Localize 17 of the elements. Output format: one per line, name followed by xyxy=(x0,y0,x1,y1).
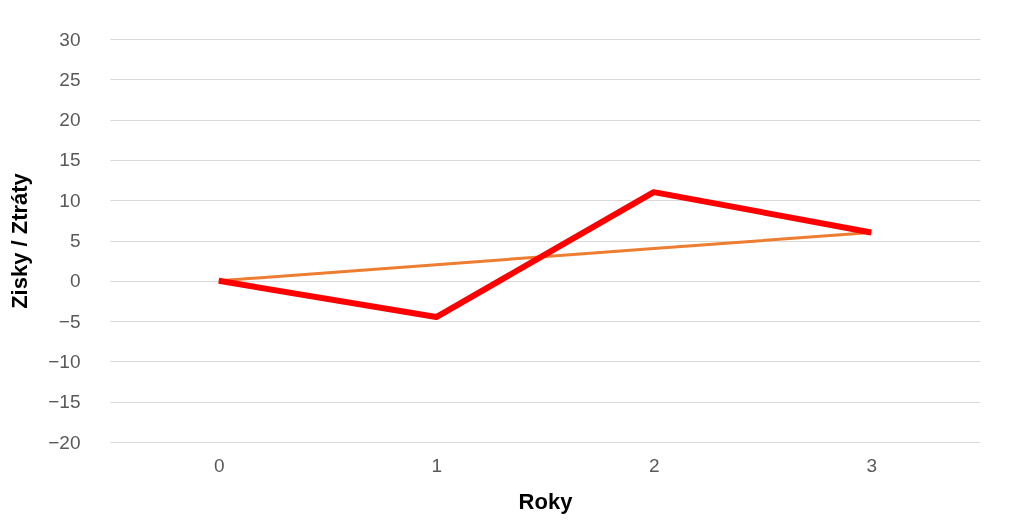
y-tick-label: 5 xyxy=(69,230,81,251)
y-tick-label: 20 xyxy=(59,109,81,131)
x-tick-label: 1 xyxy=(431,454,443,476)
x-tick-label: 3 xyxy=(866,454,878,476)
y-tick-label: 25 xyxy=(59,68,81,90)
y-tick-label: −20 xyxy=(48,431,81,453)
y-axis-title: Zisky / Ztráty xyxy=(7,172,33,309)
y-tick-label: −15 xyxy=(48,391,81,413)
x-axis-title: Roky xyxy=(518,488,574,514)
y-tick-label: 10 xyxy=(59,189,81,211)
y-tick-label: −5 xyxy=(58,310,81,332)
x-tick-label: 2 xyxy=(648,454,660,476)
y-tick-label: −10 xyxy=(48,350,81,372)
y-tick-label: 30 xyxy=(59,28,81,50)
x-tick-label: 0 xyxy=(213,454,225,476)
y-tick-label: 15 xyxy=(59,149,81,171)
y-tick-label: 0 xyxy=(69,270,81,292)
